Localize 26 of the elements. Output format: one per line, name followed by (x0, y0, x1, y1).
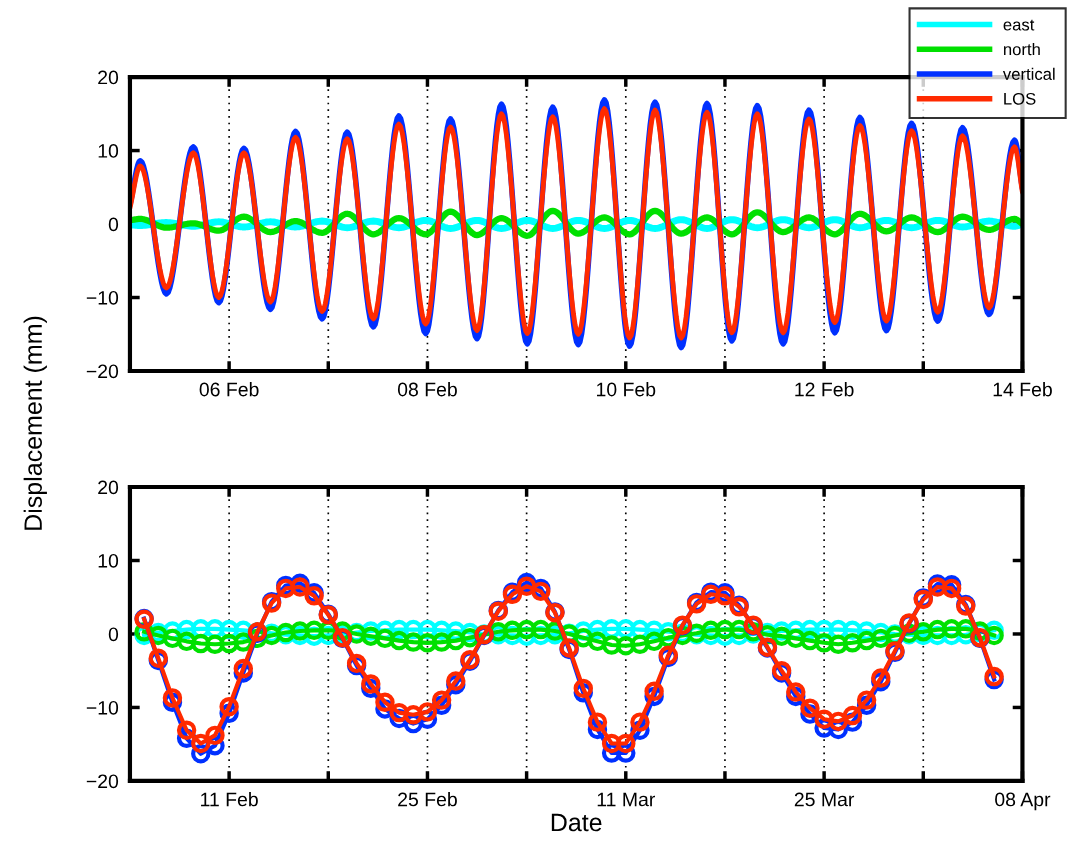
x-tick-label: 06 Feb (199, 382, 259, 397)
legend-label: north (1003, 43, 1040, 56)
y-tick-label: −20 (86, 364, 119, 379)
x-axis-title: Date (551, 813, 602, 832)
y-tick-label: 10 (98, 144, 119, 158)
legend-label: vertical (1002, 67, 1055, 80)
x-tick-label: 08 Feb (397, 382, 457, 397)
x-tick-label: 11 Mar (597, 792, 656, 807)
y-tick-label: 20 (98, 480, 119, 495)
y-tick-label: 0 (108, 217, 119, 232)
y-tick-label: 20 (98, 70, 119, 85)
legend-label: east (1003, 19, 1035, 31)
x-tick-label: 14 Feb (993, 382, 1052, 397)
y-tick-label: 10 (98, 553, 119, 568)
y-tick-label: −10 (86, 290, 119, 305)
x-tick-label: 25 Mar (794, 792, 855, 807)
y-tick-label: 0 (108, 627, 119, 642)
x-tick-label: 25 Feb (398, 792, 457, 807)
y-tick-label: −20 (86, 774, 119, 789)
y-axis-title: Displacement (mm) (23, 316, 47, 530)
x-tick-label: 08 Apr (995, 792, 1051, 811)
y-tick-label: −10 (86, 700, 119, 715)
legend-label: LOS (1004, 92, 1036, 105)
x-tick-label: 12 Feb (795, 382, 854, 397)
x-tick-label: 11 Feb (201, 792, 258, 807)
x-tick-label: 10 Feb (597, 382, 656, 397)
